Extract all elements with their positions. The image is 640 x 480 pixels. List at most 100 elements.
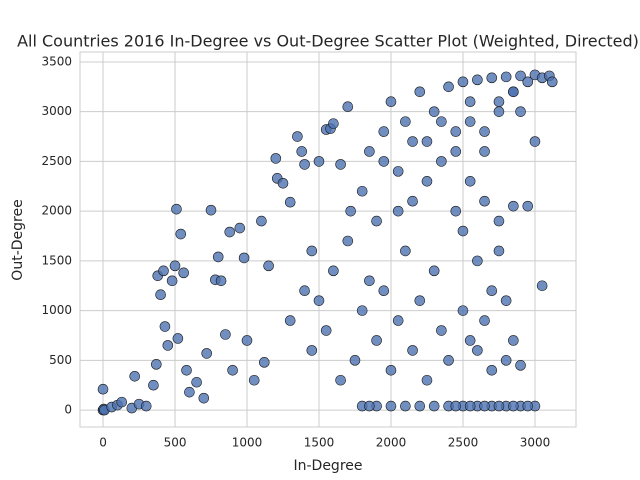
point	[335, 159, 346, 170]
point	[378, 285, 390, 297]
point	[486, 285, 498, 297]
point	[493, 106, 505, 117]
point	[400, 116, 411, 127]
point	[472, 345, 483, 356]
point	[522, 400, 534, 412]
point	[493, 215, 505, 227]
point	[349, 355, 361, 366]
point	[178, 267, 189, 279]
point	[205, 204, 217, 216]
x-tick-label: 500	[164, 436, 187, 450]
point	[224, 226, 236, 238]
point	[400, 245, 411, 257]
x-tick-label: 2000	[376, 436, 407, 450]
point	[328, 265, 339, 277]
y-tick-label: 1000	[41, 303, 72, 317]
point	[234, 222, 246, 234]
point	[313, 156, 325, 167]
point	[212, 251, 224, 263]
point	[508, 400, 519, 412]
point	[428, 400, 440, 412]
point	[529, 136, 541, 147]
y-tick-label: 3500	[41, 54, 72, 68]
point	[392, 205, 404, 217]
point	[155, 289, 166, 301]
point	[320, 325, 332, 336]
point	[385, 400, 397, 412]
x-tick-label: 1000	[232, 436, 263, 450]
point	[184, 386, 195, 398]
point	[238, 252, 250, 264]
point	[414, 400, 426, 412]
point	[515, 360, 526, 371]
point	[364, 275, 375, 287]
point	[522, 76, 534, 88]
point	[421, 136, 433, 147]
point	[342, 101, 354, 113]
point	[392, 166, 404, 177]
point	[299, 285, 310, 297]
point	[479, 195, 490, 207]
point	[364, 146, 375, 157]
point	[515, 106, 526, 117]
point	[500, 295, 512, 306]
point	[400, 400, 411, 412]
point	[140, 400, 152, 412]
point	[345, 205, 356, 217]
point	[500, 71, 512, 83]
plot-frame	[79, 51, 577, 428]
point	[306, 245, 318, 257]
point	[428, 265, 440, 277]
point	[450, 146, 462, 157]
point	[486, 365, 498, 376]
point	[148, 379, 159, 391]
x-tick-label: 1500	[304, 436, 335, 450]
point	[277, 177, 289, 189]
point	[215, 275, 227, 287]
point	[158, 265, 169, 277]
point	[493, 245, 505, 257]
x-axis-label: In-Degree	[293, 458, 362, 474]
point	[97, 383, 109, 395]
point	[479, 400, 490, 412]
point	[371, 335, 382, 346]
point	[129, 370, 141, 382]
point	[508, 200, 519, 212]
x-tick-label: 0	[99, 436, 107, 450]
point	[201, 348, 212, 359]
point	[181, 365, 192, 376]
x-tick-label: 2500	[448, 436, 479, 450]
point	[457, 225, 469, 237]
point	[479, 126, 490, 137]
point	[479, 146, 490, 157]
y-axis-label: Out-Degree	[10, 199, 26, 280]
point	[292, 131, 303, 142]
point	[248, 374, 260, 386]
point	[258, 357, 270, 368]
point	[421, 176, 433, 187]
point	[464, 400, 476, 412]
point	[356, 185, 368, 197]
point	[414, 86, 426, 98]
point	[356, 305, 368, 316]
point	[436, 325, 447, 336]
point	[227, 365, 238, 376]
point	[198, 392, 210, 404]
point	[116, 396, 128, 408]
point	[299, 159, 310, 170]
point	[428, 106, 440, 117]
point	[169, 260, 181, 272]
point	[385, 96, 397, 108]
point	[172, 333, 184, 344]
point	[421, 374, 433, 386]
chart-title: All Countries 2016 In-Degree vs Out-Degr…	[17, 32, 639, 51]
point	[464, 335, 476, 346]
point	[546, 76, 558, 88]
point	[464, 176, 476, 187]
y-tick-label: 0	[64, 403, 72, 417]
point	[493, 96, 505, 108]
point	[284, 196, 296, 208]
point	[414, 295, 426, 306]
x-tick-label: 3000	[520, 436, 551, 450]
point	[162, 340, 174, 351]
